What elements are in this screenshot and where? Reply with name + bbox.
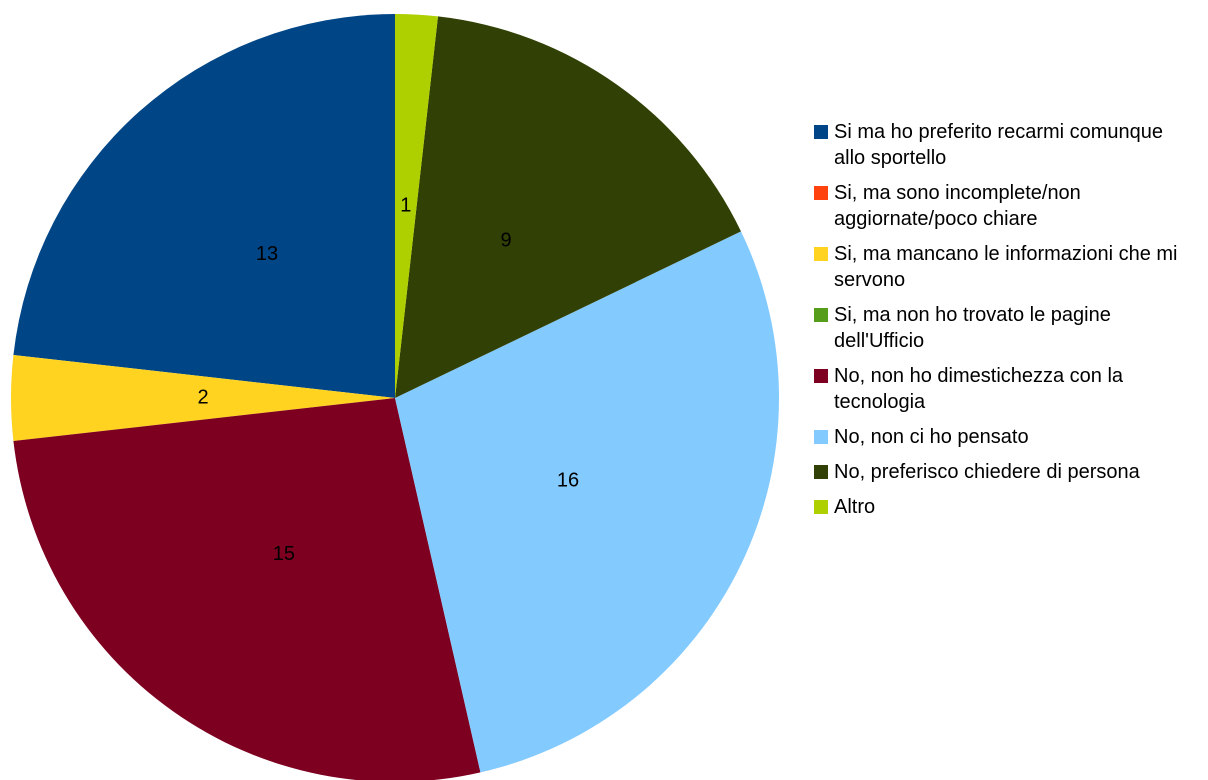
legend-label: No, non ho dimestichezza con la tecnolog… — [834, 365, 1124, 413]
legend-swatch — [814, 369, 828, 383]
legend-item: Si ma ho preferito recarmi comunque allo… — [814, 119, 1199, 171]
legend-item: No, preferisco chiedere di persona — [814, 459, 1199, 485]
pie-slice — [13, 398, 481, 780]
legend-item: Altro — [814, 494, 1199, 520]
data-label: 15 — [273, 543, 295, 565]
data-label: 2 — [197, 386, 208, 408]
pie-slice — [10, 355, 395, 441]
data-label: 9 — [501, 230, 512, 252]
legend-swatch — [814, 125, 828, 139]
pie-slice — [395, 14, 438, 398]
pie-slice — [395, 16, 741, 398]
legend-item: No, non ci ho pensato — [814, 424, 1199, 450]
legend-label: Altro — [834, 496, 876, 518]
legend-item: Si, ma sono incomplete/non aggiornate/po… — [814, 180, 1199, 232]
legend-swatch — [814, 186, 828, 200]
legend-swatch — [814, 247, 828, 261]
data-label: 1 — [400, 195, 411, 217]
legend-swatch — [814, 308, 828, 322]
legend-label: Si, ma mancano le informazioni che mi se… — [834, 243, 1178, 291]
legend: Si ma ho preferito recarmi comunque allo… — [814, 119, 1199, 529]
legend-swatch — [814, 430, 828, 444]
pie-slice — [395, 231, 779, 773]
legend-label: No, preferisco chiedere di persona — [834, 461, 1140, 483]
legend-swatch — [814, 465, 828, 479]
legend-item: No, non ho dimestichezza con la tecnolog… — [814, 363, 1199, 415]
pie-slice — [13, 355, 395, 398]
legend-swatch — [814, 500, 828, 514]
legend-label: No, non ci ho pensato — [834, 426, 1029, 448]
legend-label: Si, ma non ho trovato le pagine dell'Uff… — [834, 304, 1111, 352]
pie-slice — [13, 14, 395, 398]
chart: 13 2 15 16 9 1 — [10, 14, 779, 780]
legend-label: Si, ma sono incomplete/non aggiornate/po… — [834, 182, 1081, 230]
legend-item: Si, ma mancano le informazioni che mi se… — [814, 241, 1199, 293]
legend-label: Si ma ho preferito recarmi comunque allo… — [834, 121, 1164, 169]
data-label: 13 — [256, 243, 278, 265]
data-label: 16 — [557, 470, 579, 492]
legend-item: Si, ma non ho trovato le pagine dell'Uff… — [814, 302, 1199, 354]
